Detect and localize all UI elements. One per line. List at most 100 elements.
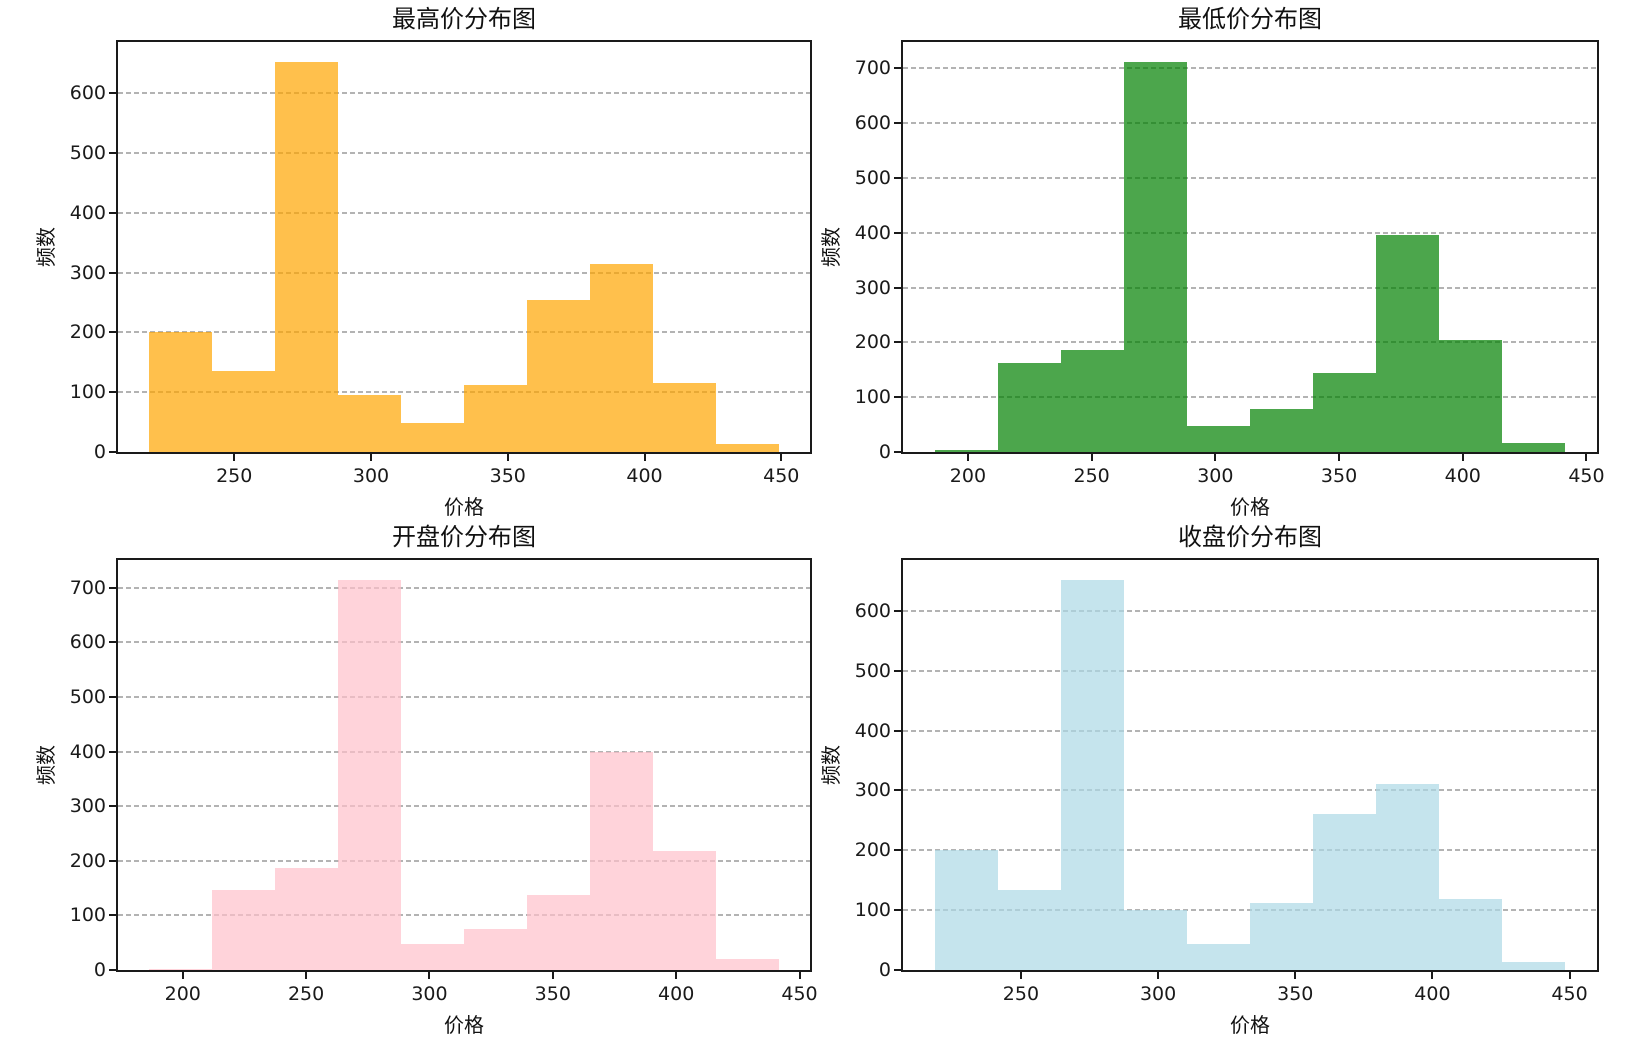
x-axis-tick: [1338, 454, 1341, 461]
histogram-bar: [1186, 944, 1250, 970]
histogram-bar: [1313, 372, 1377, 452]
y-tick-label: 600: [854, 599, 891, 622]
y-tick-label: 600: [69, 631, 106, 654]
x-tick-label: 400: [1414, 983, 1451, 1005]
x-axis-tick: [428, 972, 431, 979]
x-axis-tick: [305, 972, 308, 979]
x-tick-label: 250: [287, 983, 325, 1005]
x-tick-label: 300: [1197, 465, 1234, 487]
histogram-bar: [1439, 339, 1503, 452]
y-tick-label: 0: [878, 959, 891, 981]
y-axis-tick: [109, 750, 116, 753]
x-tick-label: 450: [1568, 465, 1605, 487]
gridline: [903, 789, 1597, 792]
y-axis-tick: [894, 789, 901, 792]
gridline: [903, 286, 1597, 289]
histogram-bar: [401, 944, 464, 970]
histogram-bar: [1250, 409, 1314, 452]
histogram-bar: [1123, 61, 1187, 452]
y-axis-tick: [894, 176, 901, 179]
y-axis-tick: [109, 271, 116, 274]
y-tick-label: 100: [854, 899, 891, 922]
x-axis-tick: [1090, 454, 1093, 461]
y-axis-tick: [109, 152, 116, 155]
x-axis-tick: [675, 972, 678, 979]
y-tick-label: 500: [854, 166, 891, 189]
chart-title: 收盘价分布图: [1178, 523, 1322, 551]
y-axis-tick: [109, 451, 116, 453]
y-axis-tick: [894, 286, 901, 289]
x-tick-label: 350: [1277, 983, 1314, 1005]
y-axis-tick: [894, 67, 901, 70]
gridline: [118, 211, 810, 214]
x-axis-label: 价格: [1230, 495, 1270, 519]
gridline: [118, 750, 810, 753]
plot-area: [901, 558, 1599, 972]
y-tick-label: 400: [854, 221, 891, 244]
histogram-bar: [275, 61, 339, 452]
y-axis-tick: [894, 451, 901, 453]
gridline: [903, 396, 1597, 399]
y-tick-label: 100: [69, 904, 106, 927]
gridline: [903, 849, 1597, 852]
y-axis-tick: [894, 396, 901, 399]
histogram-bar: [1250, 902, 1314, 970]
y-tick-label: 500: [854, 659, 891, 682]
y-tick-label: 300: [69, 795, 106, 818]
y-tick-label: 0: [93, 959, 106, 981]
histogram-bar: [338, 395, 402, 452]
y-tick-label: 600: [69, 82, 106, 105]
x-axis-tick: [1431, 972, 1434, 979]
gridline: [903, 341, 1597, 344]
y-axis-tick: [109, 969, 116, 971]
histogram-bar: [526, 299, 590, 452]
x-axis-tick: [506, 454, 509, 461]
y-axis-label: 频数: [819, 745, 843, 785]
histogram-bar: [1123, 910, 1187, 970]
x-axis-tick: [370, 454, 372, 461]
x-tick-label: 400: [1444, 465, 1481, 487]
histogram-bar: [1502, 962, 1566, 970]
x-tick-label: 300: [1139, 983, 1177, 1005]
gridline: [118, 586, 810, 589]
x-axis-label: 价格: [444, 1013, 484, 1037]
plot-area: [901, 40, 1599, 454]
y-axis-tick: [109, 331, 116, 334]
histogram-bar: [275, 868, 339, 970]
y-axis-label: 频数: [819, 227, 843, 267]
y-tick-label: 200: [854, 839, 891, 862]
histogram-bar: [652, 850, 716, 970]
y-tick-label: 200: [69, 849, 106, 872]
histogram-bar: [1376, 234, 1440, 452]
x-tick-label: 350: [489, 465, 526, 487]
x-tick-label: 250: [216, 465, 253, 487]
y-tick-label: 200: [69, 321, 106, 344]
y-axis-tick: [109, 641, 116, 644]
gridline: [118, 331, 810, 334]
x-axis-tick: [181, 972, 184, 979]
y-axis-tick: [109, 696, 116, 699]
gridline: [118, 152, 810, 155]
x-tick-label: 450: [781, 983, 818, 1005]
histogram-bar: [1186, 426, 1250, 452]
histogram-bar: [589, 264, 653, 452]
y-tick-label: 0: [93, 441, 106, 463]
y-axis-label: 频数: [34, 227, 58, 267]
x-axis-tick: [1461, 454, 1464, 461]
gridline: [903, 67, 1597, 70]
x-axis-tick: [966, 454, 969, 461]
histogram-bar: [715, 959, 779, 970]
y-tick-label: 400: [69, 201, 106, 224]
x-tick-label: 450: [763, 465, 800, 487]
y-axis-tick: [894, 122, 901, 125]
x-axis-tick: [1585, 454, 1588, 461]
y-axis-tick: [109, 914, 116, 917]
histogram-bar: [652, 382, 716, 452]
x-tick-label: 350: [1320, 465, 1358, 487]
histogram-bar: [1502, 442, 1566, 452]
